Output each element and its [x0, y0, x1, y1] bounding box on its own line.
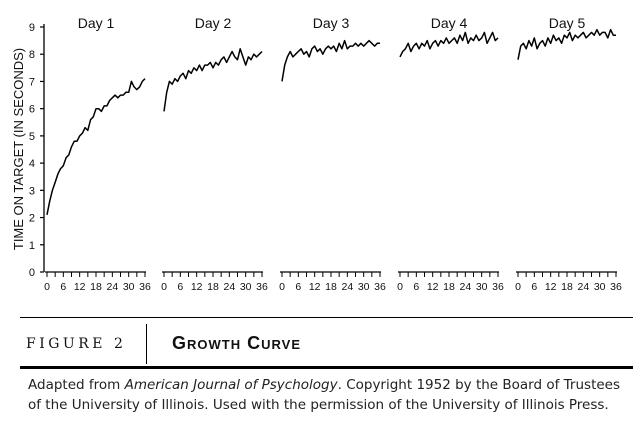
x-tick-label: 12 [309, 281, 321, 293]
source-note-prefix: Adapted from [28, 377, 125, 393]
caption-divider [146, 324, 147, 364]
x-tick-label: 24 [341, 281, 353, 293]
x-tick-label: 12 [191, 281, 203, 293]
x-tick-label: 0 [279, 281, 285, 293]
x-tick-label: 30 [476, 281, 488, 293]
x-tick-label: 12 [427, 281, 439, 293]
x-tick-label: 36 [610, 281, 622, 293]
x-tick-label: 12 [545, 281, 557, 293]
x-tick-label: 24 [577, 281, 589, 293]
x-tick-label: 36 [492, 281, 504, 293]
y-tick-label: 3 [29, 185, 35, 197]
x-tick-label: 0 [397, 281, 403, 293]
y-tick-label: 0 [29, 267, 35, 279]
series-line [46, 78, 146, 215]
caption-top-rule [20, 317, 633, 318]
x-tick-label: 6 [413, 281, 419, 293]
series-line [517, 28, 616, 60]
figure-title: Growth Curve [172, 333, 301, 353]
x-tick-label: 18 [325, 281, 337, 293]
x-tick-label: 24 [459, 281, 471, 293]
x-tick-label: 6 [295, 281, 301, 293]
x-tick-label: 0 [44, 281, 50, 293]
y-tick-label: 5 [29, 131, 35, 143]
caption-bottom-rule [20, 366, 633, 369]
x-tick-label: 24 [106, 281, 118, 293]
panel-title: Day 2 [195, 15, 232, 31]
panel-title: Day 3 [313, 15, 350, 31]
x-tick-label: 6 [177, 281, 183, 293]
x-tick-label: 0 [515, 281, 521, 293]
x-tick-label: 6 [531, 281, 537, 293]
x-tick-label: 24 [223, 281, 235, 293]
y-tick-label: 1 [29, 240, 35, 252]
y-tick-label: 2 [29, 213, 35, 225]
y-tick-label: 6 [29, 104, 35, 116]
source-note-rest: . Copyright 1952 by the Board of Trustee… [28, 377, 621, 413]
y-tick-label: 9 [29, 22, 35, 34]
series-line [281, 39, 380, 82]
y-axis-label: TIME ON TARGET (IN SECONDS) [11, 48, 26, 250]
series-line [399, 31, 499, 58]
panel-title: Day 1 [78, 15, 115, 31]
x-tick-label: 36 [256, 281, 268, 293]
x-tick-label: 30 [594, 281, 606, 293]
series-line [163, 48, 263, 112]
panel-title: Day 4 [431, 15, 468, 31]
figure-label: FIGURE 2 [26, 336, 127, 352]
y-tick-label: 4 [29, 158, 35, 170]
x-tick-label: 30 [240, 281, 252, 293]
x-tick-label: 30 [123, 281, 135, 293]
x-tick-label: 36 [139, 281, 151, 293]
x-tick-label: 0 [161, 281, 167, 293]
x-tick-label: 6 [60, 281, 66, 293]
y-tick-label: 7 [29, 76, 35, 88]
x-tick-label: 30 [358, 281, 370, 293]
y-tick-label: 8 [29, 49, 35, 61]
x-tick-label: 18 [90, 281, 102, 293]
x-tick-label: 18 [207, 281, 219, 293]
x-tick-label: 36 [374, 281, 386, 293]
x-tick-label: 12 [74, 281, 86, 293]
panel-title: Day 5 [549, 15, 586, 31]
source-journal: American Journal of Psychology [124, 377, 338, 393]
source-note: Adapted from American Journal of Psychol… [28, 375, 628, 415]
x-tick-label: 18 [561, 281, 573, 293]
x-tick-label: 18 [443, 281, 455, 293]
